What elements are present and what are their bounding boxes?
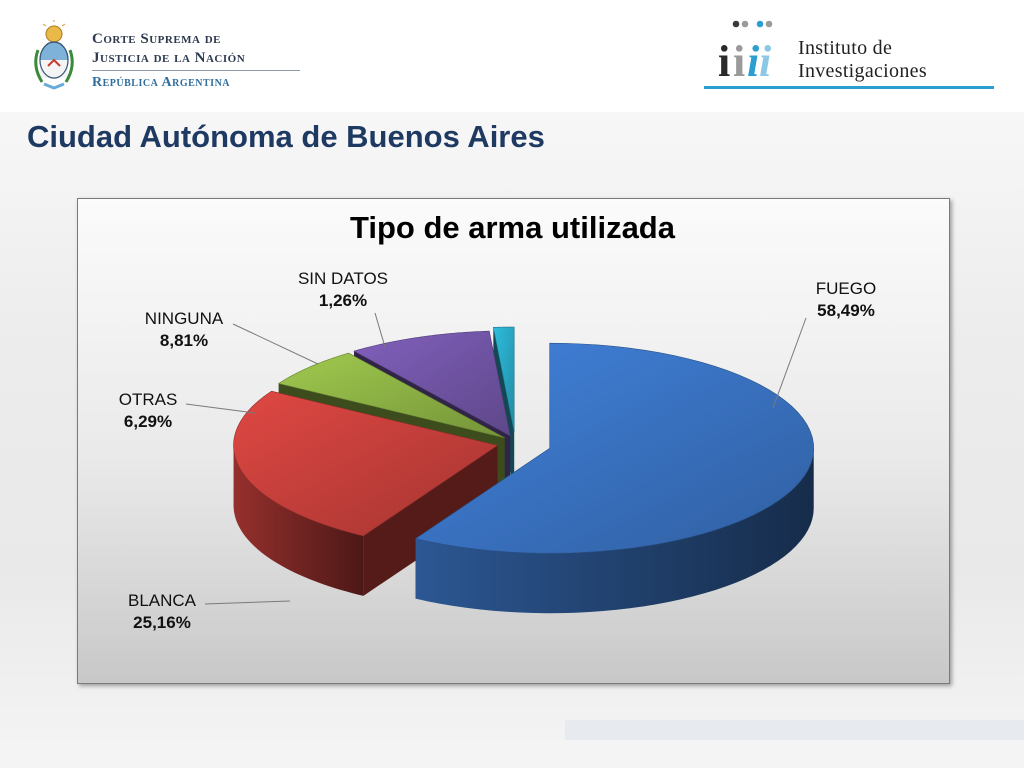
court-name-line1: Corte Suprema de (92, 31, 222, 47)
slice-top-face (353, 330, 511, 437)
slice-name-sin-datos: SIN DATOS (297, 269, 389, 288)
decorative-corner-bar (565, 720, 1024, 740)
institute-name-block: Instituto de Investigaciones (798, 37, 927, 83)
slice-label-otras: OTRAS 6,29% (88, 389, 208, 433)
slice-name-otras: OTRAS (118, 390, 178, 409)
slice-top-face (414, 342, 814, 554)
slice-percent-fuego: 58,49% (817, 301, 875, 320)
slice-name-ninguna: NINGUNA (144, 309, 224, 328)
pie-slice-fuego (414, 342, 814, 614)
svg-text:i: i (759, 37, 772, 82)
coat-of-arms-icon (34, 20, 74, 90)
institute-logo-icon: i i i i (718, 20, 773, 82)
court-name-block: Corte Suprema de Justicia de la Nación R… (92, 30, 300, 91)
leader-line-blanca (204, 600, 291, 605)
slice-percent-otras: 6,29% (123, 412, 173, 431)
leader-line-otras (185, 403, 256, 414)
header-band (0, 0, 1024, 112)
leader-line-sin-datos (374, 312, 386, 348)
institute-name-line2: Investigaciones (798, 60, 927, 82)
slice-top-face (492, 326, 515, 433)
slice-label-sin-datos: SIN DATOS 1,26% (283, 268, 403, 312)
leader-line-fuego (772, 317, 807, 409)
slice-top-face (233, 390, 499, 537)
svg-text:i: i (718, 37, 730, 82)
pie-chart (185, 312, 814, 614)
country-name: República Argentina (92, 75, 231, 90)
slice-percent-sin-datos: 1,26% (318, 291, 368, 310)
slice-label-blanca: BLANCA 25,16% (102, 590, 222, 634)
leader-line-ninguna (232, 323, 319, 365)
slice-outer-wall (415, 448, 814, 614)
slice-name-fuego: FUEGO (815, 279, 877, 298)
pie-slice-blanca (233, 390, 499, 596)
court-name-line2: Justicia de la Nación (92, 50, 246, 66)
svg-text:i: i (733, 37, 745, 82)
slide-title: Ciudad Autónoma de Buenos Aires (27, 119, 545, 154)
chart-title: Tipo de arma utilizada (349, 210, 675, 245)
slice-top-face (277, 352, 505, 439)
slice-label-ninguna: NINGUNA 8,81% (124, 308, 244, 352)
court-divider (92, 70, 300, 71)
slice-outer-wall (233, 445, 364, 596)
slice-percent-blanca: 25,16% (133, 613, 191, 632)
slice-label-fuego: FUEGO 58,49% (786, 278, 906, 322)
slice-percent-ninguna: 8,81% (159, 331, 209, 350)
slice-name-blanca: BLANCA (127, 591, 197, 610)
svg-text:i: i (747, 37, 760, 82)
institute-underline (704, 86, 994, 89)
institute-name-line1: Instituto de (798, 37, 893, 59)
